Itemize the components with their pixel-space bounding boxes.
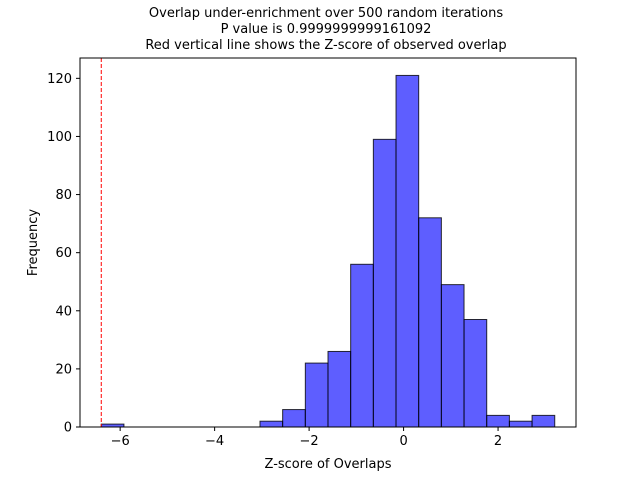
x-axis-ticks: −6 −4 −2 0 2: [111, 427, 502, 449]
y-tick-label-2: 40: [55, 304, 72, 319]
title-line-1: Overlap under-enrichment over 500 random…: [149, 6, 503, 21]
histogram-bar-11: [350, 263, 374, 428]
x-tick-label-4: 2: [494, 434, 502, 449]
histogram-bar-12: [372, 138, 397, 428]
title-line-2: P value is 0.9999999999161092: [221, 22, 432, 37]
y-axis-label: Frequency: [26, 209, 41, 276]
plot-frame: [79, 57, 577, 428]
x-axis-label: Z-score of Overlaps: [265, 457, 392, 472]
histogram-bar-10: [327, 350, 352, 428]
histogram-bar-7: [259, 420, 284, 428]
y-tick-label-6: 120: [47, 72, 72, 87]
x-tick-label-0: −6: [111, 434, 130, 449]
y-tick-label-0: 0: [64, 421, 72, 436]
y-tick-label-4: 80: [55, 188, 72, 203]
chart-title: Overlap under-enrichment over 500 random…: [145, 6, 506, 53]
x-tick-label-3: 0: [399, 434, 407, 449]
histogram-bar-8: [282, 409, 306, 428]
y-axis-ticks: 0 20 40 60 80 100 120: [47, 72, 80, 436]
y-tick-label-5: 100: [47, 130, 72, 145]
histogram-bar-17: [486, 414, 510, 428]
y-tick-label-3: 60: [55, 246, 72, 261]
histogram-bar-15: [440, 284, 465, 428]
histogram-bar-9: [304, 362, 329, 428]
histogram-bar-16: [463, 319, 488, 428]
histogram-bar-14: [418, 217, 442, 428]
y-tick-label-1: 20: [55, 362, 72, 377]
histogram-bar-18: [508, 420, 533, 428]
x-tick-label-1: −4: [205, 434, 224, 449]
histogram-bar-19: [531, 414, 556, 428]
x-tick-label-2: −2: [300, 434, 319, 449]
histogram-bar-13: [395, 74, 420, 428]
histogram-bars: [100, 74, 556, 428]
title-line-3: Red vertical line shows the Z-score of o…: [145, 38, 506, 53]
